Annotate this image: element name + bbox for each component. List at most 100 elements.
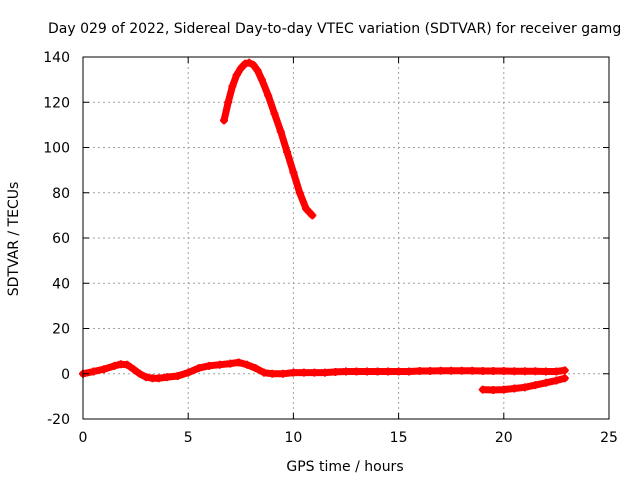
grid [83, 57, 609, 419]
data-point [228, 82, 237, 91]
data-point [142, 373, 151, 382]
data-point [205, 361, 214, 370]
data-point [541, 378, 550, 387]
data-point [560, 366, 569, 375]
data-point [194, 364, 203, 373]
data-point [249, 60, 258, 69]
data-point [163, 373, 172, 382]
data-point [478, 367, 487, 376]
data-point [154, 374, 163, 383]
data-point [541, 367, 550, 376]
data-point [226, 359, 235, 368]
series-main-track [79, 358, 569, 383]
data-point [405, 367, 414, 376]
data-point [135, 369, 144, 378]
data-point [289, 368, 298, 377]
data-point [510, 367, 519, 376]
data-point [289, 168, 298, 177]
x-tick-label: 15 [390, 430, 408, 446]
data-point [100, 365, 109, 374]
y-tick-label: -20 [47, 412, 70, 428]
data-point [426, 367, 435, 376]
y-tick-label: 20 [52, 322, 70, 338]
data-point [232, 71, 241, 80]
data-point [436, 366, 445, 375]
data-point [268, 369, 277, 378]
data-point [478, 385, 487, 394]
data-point [253, 66, 262, 75]
data-point [184, 368, 193, 377]
data-point [257, 75, 266, 84]
data-point [320, 368, 329, 377]
data-point [415, 367, 424, 376]
data-point [520, 367, 529, 376]
y-tick-label: 140 [43, 50, 70, 66]
x-tick-label: 5 [184, 430, 193, 446]
data-point [302, 204, 311, 213]
data-point [308, 211, 317, 220]
data-point [510, 384, 519, 393]
data-point [352, 367, 361, 376]
data-point [363, 367, 372, 376]
data-point [489, 367, 498, 376]
data-point [123, 360, 132, 369]
series-late-track [478, 374, 569, 395]
data-point [299, 368, 308, 377]
x-tick-label: 25 [600, 430, 618, 446]
data-point [373, 367, 382, 376]
data-point [295, 188, 304, 197]
series-arc [219, 58, 317, 220]
data-point [331, 367, 340, 376]
data-point [245, 58, 254, 67]
data-point [236, 64, 245, 73]
data-point [531, 381, 540, 390]
data-point [552, 367, 561, 376]
y-axis-title: SDTVAR / TECUs [6, 182, 22, 297]
data-point [552, 376, 561, 385]
chart-title: Day 029 of 2022, Sidereal Day-to-day VTE… [48, 21, 621, 37]
data-point [499, 385, 508, 394]
y-tick-label: 120 [43, 95, 70, 111]
data-point [241, 59, 250, 68]
plot-area [79, 58, 569, 395]
data-point [384, 367, 393, 376]
data-point [531, 367, 540, 376]
axis-ticks: 0 5 10 15 20 25 -20 0 20 40 60 80 100 120 140 [43, 50, 618, 446]
data-point [283, 148, 292, 157]
data-point [224, 98, 233, 107]
data-point [264, 91, 273, 100]
data-point [342, 367, 350, 376]
data-point [270, 109, 279, 118]
x-tick-label: 0 [79, 430, 88, 446]
data-point [560, 374, 569, 383]
y-tick-label: 40 [52, 276, 70, 292]
data-point [129, 365, 138, 374]
data-point [110, 361, 119, 370]
data-point [89, 367, 98, 376]
data-point [243, 360, 252, 369]
data-point [234, 358, 243, 367]
x-tick-label: 10 [284, 430, 302, 446]
y-tick-label: 100 [43, 141, 70, 157]
data-point [215, 360, 224, 369]
data-point [276, 127, 285, 136]
y-tick-label: 60 [52, 231, 70, 247]
data-point [310, 368, 319, 377]
data-point [520, 383, 529, 392]
y-tick-label: 80 [52, 186, 70, 202]
data-point [468, 366, 477, 375]
data-point [457, 366, 466, 375]
x-tick-label: 20 [495, 430, 513, 446]
data-point [278, 369, 287, 378]
data-point [499, 367, 508, 376]
data-point [219, 116, 228, 125]
data-point [394, 367, 403, 376]
data-point [489, 386, 498, 395]
y-tick-label: 0 [61, 367, 70, 383]
data-point [259, 368, 268, 377]
x-axis-title: GPS time / hours [286, 459, 403, 475]
data-point [251, 364, 260, 373]
data-point [173, 372, 182, 381]
